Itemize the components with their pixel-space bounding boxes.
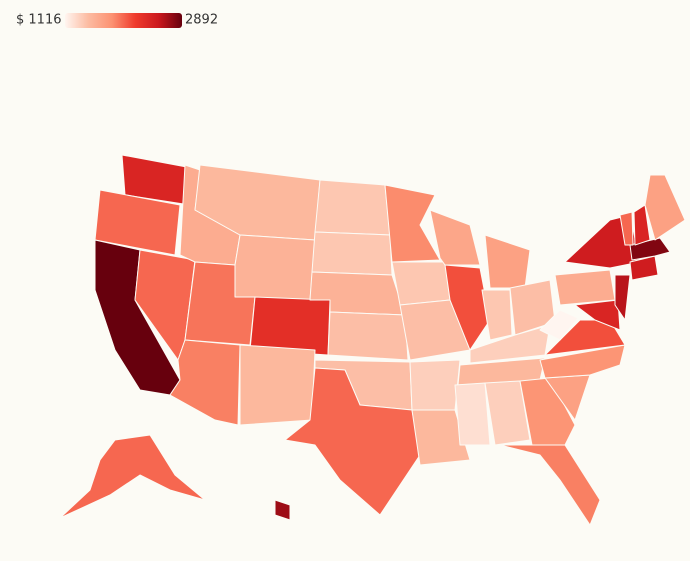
state xyxy=(429,209,481,266)
state xyxy=(234,234,316,301)
state xyxy=(574,299,621,331)
state xyxy=(539,344,626,379)
state xyxy=(169,339,241,426)
legend-min-label: $ 1116 xyxy=(16,13,62,28)
state xyxy=(644,174,686,241)
state xyxy=(629,255,659,281)
legend-colorbar xyxy=(65,13,182,28)
state xyxy=(454,382,491,446)
state xyxy=(311,231,393,276)
state xyxy=(274,499,291,521)
state xyxy=(384,184,441,263)
legend-max-label: 2892 xyxy=(185,13,218,28)
state xyxy=(444,264,491,351)
state xyxy=(239,344,316,426)
state xyxy=(327,311,409,361)
state xyxy=(554,269,616,306)
state xyxy=(411,409,471,466)
state xyxy=(94,189,181,256)
state xyxy=(469,324,551,364)
state xyxy=(314,179,391,236)
state xyxy=(284,367,421,516)
state xyxy=(619,211,634,246)
state xyxy=(499,444,601,526)
state xyxy=(409,359,461,411)
state xyxy=(484,234,531,289)
state xyxy=(59,434,206,519)
state xyxy=(539,309,579,341)
state xyxy=(391,261,451,306)
state xyxy=(484,380,531,446)
state xyxy=(633,204,651,246)
states xyxy=(59,154,686,526)
state xyxy=(614,274,631,321)
state xyxy=(481,289,513,341)
